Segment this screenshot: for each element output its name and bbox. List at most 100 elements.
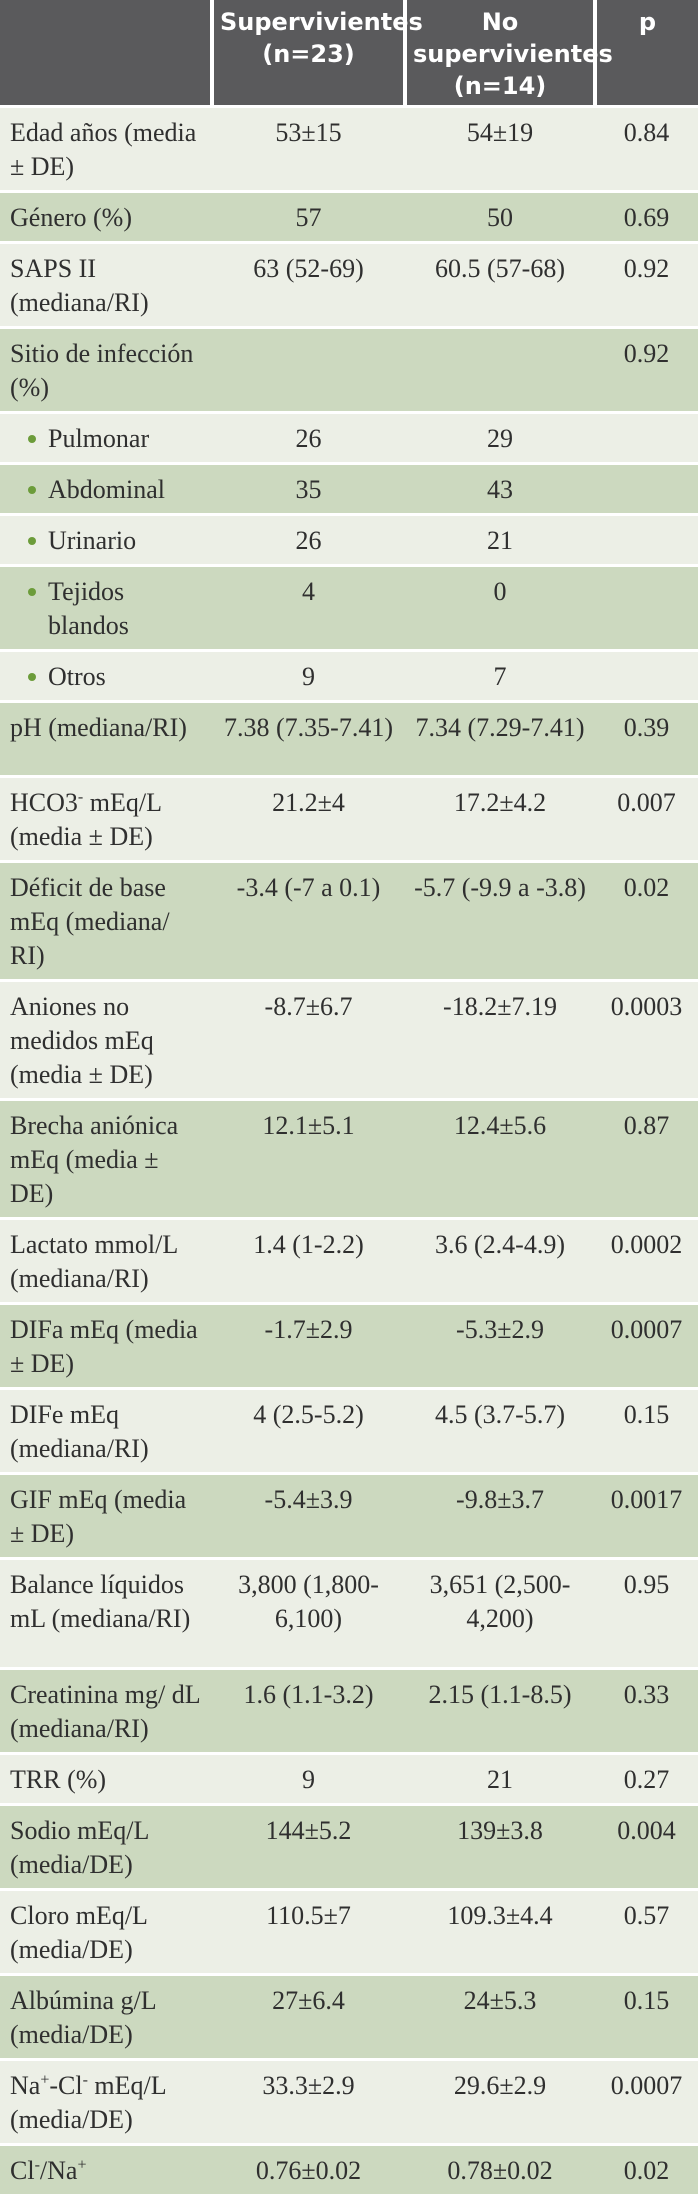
row-label: HCO3- mEq/L (media ± DE) <box>0 774 212 861</box>
table-row: DIFe mEq (mediana/RI) 4 (2.5-5.2) 4.5 (3… <box>0 1386 698 1473</box>
survivors-value: -3.4 (-7 a 0.1) <box>212 859 405 980</box>
table-row: Edad años (media ± DE) 53±15 54±19 0.84 <box>0 104 698 191</box>
table-row: Brecha aniónica mEq (media ± DE) 12.1±5.… <box>0 1097 698 1218</box>
table-row: Urinario 26 21 <box>0 512 698 565</box>
table-row: Aniones no medidos mEq (media ± DE) -8.7… <box>0 978 698 1099</box>
table-row: Cloro mEq/L (media/DE) 110.5±7 109.3±4.4… <box>0 1887 698 1974</box>
survivors-value: 9 <box>212 1751 405 1804</box>
bullet-icon <box>28 536 36 545</box>
table-row: Género (%) 57 50 0.69 <box>0 189 698 242</box>
table-row: Déficit de base mEq (mediana/ RI) -3.4 (… <box>0 859 698 980</box>
table-header: Supervivientes (n=23) No supervivientes … <box>0 0 698 106</box>
non-survivors-value: 109.3±4.4 <box>405 1887 595 1974</box>
survivors-value: 7.38 (7.35-7.41) <box>212 699 405 776</box>
row-label-text: Abdominal <box>48 474 165 504</box>
table-row: Cl-/Na+ 0.76±0.02 0.78±0.02 0.02 <box>0 2142 698 2194</box>
bullet-icon <box>28 587 36 596</box>
p-value: 0.27 <box>595 1751 698 1804</box>
non-survivors-value: 4.5 (3.7-5.7) <box>405 1386 595 1473</box>
table-row: Na+-Cl- mEq/L (media/DE) 33.3±2.9 29.6±2… <box>0 2057 698 2144</box>
row-label-sup: + <box>40 2070 50 2088</box>
non-survivors-value: -18.2±7.19 <box>405 978 595 1099</box>
p-value: 0.92 <box>595 325 698 412</box>
p-value: 0.0007 <box>595 1301 698 1388</box>
table-row: Otros 9 7 <box>0 648 698 701</box>
table-row: Sodio mEq/L (media/DE) 144±5.2 139±3.8 0… <box>0 1802 698 1889</box>
survivors-value: 4 (2.5-5.2) <box>212 1386 405 1473</box>
table-row: pH (mediana/RI) 7.38 (7.35-7.41) 7.34 (7… <box>0 699 698 776</box>
table-row: DIFa mEq (media ± DE) -1.7±2.9 -5.3±2.9 … <box>0 1301 698 1388</box>
non-survivors-value: 43 <box>405 461 595 514</box>
survivors-value: -1.7±2.9 <box>212 1301 405 1388</box>
row-label: DIFa mEq (media ± DE) <box>0 1301 212 1388</box>
row-label: TRR (%) <box>0 1751 212 1804</box>
row-label: Sodio mEq/L (media/DE) <box>0 1802 212 1889</box>
survivors-value: 1.4 (1-2.2) <box>212 1216 405 1303</box>
non-survivors-value: 139±3.8 <box>405 1802 595 1889</box>
row-label: Urinario <box>0 512 212 565</box>
row-label-sup: - <box>77 787 84 805</box>
p-value: 0.0002 <box>595 1216 698 1303</box>
survivors-value: 110.5±7 <box>212 1887 405 1974</box>
survivors-value: 53±15 <box>212 104 405 191</box>
table-row: Balance líquidos mL (mediana/RI) 3,800 (… <box>0 1556 698 1668</box>
table-row: Lactato mmol/L (mediana/RI) 1.4 (1-2.2) … <box>0 1216 698 1303</box>
p-value: 0.15 <box>595 1972 698 2059</box>
row-label: Na+-Cl- mEq/L (media/DE) <box>0 2057 212 2144</box>
non-survivors-value: 0 <box>405 563 595 650</box>
p-value <box>595 512 698 565</box>
non-survivors-value: 54±19 <box>405 104 595 191</box>
survivors-value <box>212 325 405 412</box>
table-row: GIF mEq (media ± DE) -5.4±3.9 -9.8±3.7 0… <box>0 1471 698 1558</box>
table-row: TRR (%) 9 21 0.27 <box>0 1751 698 1804</box>
table-row: SAPS II (mediana/RI) 63 (52-69) 60.5 (57… <box>0 240 698 327</box>
header-row: Supervivientes (n=23) No supervivientes … <box>0 0 698 106</box>
survivors-value: 4 <box>212 563 405 650</box>
p-value: 0.02 <box>595 2142 698 2194</box>
table-row: Sitio de infección (%) 0.92 <box>0 325 698 412</box>
row-label: Cl-/Na+ <box>0 2142 212 2194</box>
non-survivors-value: 0.78±0.02 <box>405 2142 595 2194</box>
non-survivors-value: 29 <box>405 410 595 463</box>
row-label: Tejidos blandos <box>0 563 212 650</box>
non-survivors-value: 29.6±2.9 <box>405 2057 595 2144</box>
row-label-part: mEq/L (media ± DE) <box>10 787 161 851</box>
p-value <box>595 410 698 463</box>
row-label: DIFe mEq (mediana/RI) <box>0 1386 212 1473</box>
non-survivors-value: -9.8±3.7 <box>405 1471 595 1558</box>
row-label-part: Cl <box>10 2155 35 2185</box>
non-survivors-value: 7 <box>405 648 595 701</box>
table-row: Pulmonar 26 29 <box>0 410 698 463</box>
non-survivors-value: -5.3±2.9 <box>405 1301 595 1388</box>
non-survivors-value: 60.5 (57-68) <box>405 240 595 327</box>
row-label-part: Na <box>10 2070 41 2100</box>
row-label-part: -Cl <box>49 2070 83 2100</box>
row-label: SAPS II (mediana/RI) <box>0 240 212 327</box>
bullet-icon <box>28 672 36 681</box>
row-label: Lactato mmol/L (mediana/RI) <box>0 1216 212 1303</box>
table-body: Edad años (media ± DE) 53±15 54±19 0.84 … <box>0 104 698 2194</box>
non-survivors-value: 12.4±5.6 <box>405 1097 595 1218</box>
row-label-text: Tejidos blandos <box>48 576 129 640</box>
non-survivors-value: 21 <box>405 512 595 565</box>
row-label-text: Urinario <box>48 525 137 555</box>
non-survivors-value: 50 <box>405 189 595 242</box>
p-value: 0.92 <box>595 240 698 327</box>
survivors-value: 1.6 (1.1-3.2) <box>212 1666 405 1753</box>
p-value: 0.004 <box>595 1802 698 1889</box>
non-survivors-value: 3.6 (2.4-4.9) <box>405 1216 595 1303</box>
row-label: Aniones no medidos mEq (media ± DE) <box>0 978 212 1099</box>
row-label: Balance líquidos mL (mediana/RI) <box>0 1556 212 1668</box>
header-non-survivors: No supervivientes (n=14) <box>403 0 613 106</box>
survivors-value: 26 <box>212 410 405 463</box>
header-survivors: Supervivientes (n=23) <box>210 0 423 106</box>
survivors-value: 26 <box>212 512 405 565</box>
p-value: 0.0003 <box>595 978 698 1099</box>
p-value: 0.02 <box>595 859 698 980</box>
p-value: 0.69 <box>595 189 698 242</box>
table-row: Tejidos blandos 4 0 <box>0 563 698 650</box>
row-label: Abdominal <box>0 461 212 514</box>
bullet-icon <box>28 485 36 494</box>
table-row: Abdominal 35 43 <box>0 461 698 514</box>
